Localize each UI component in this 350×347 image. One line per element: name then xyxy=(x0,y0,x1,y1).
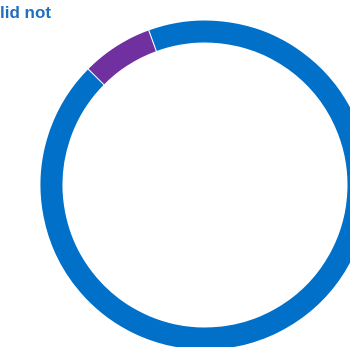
donut-slice-1 xyxy=(39,19,350,347)
chart-title: lid not xyxy=(0,3,51,22)
donut-slice-2 xyxy=(87,29,158,86)
